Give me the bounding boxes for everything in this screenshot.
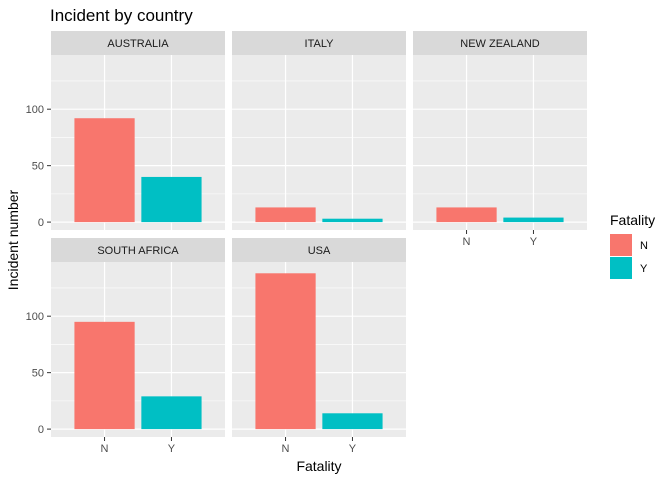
facet-strip xyxy=(232,31,406,55)
facet-strip xyxy=(413,31,587,55)
bar-n xyxy=(255,273,316,430)
legend-key-y xyxy=(610,257,632,279)
x-tick-label: N xyxy=(463,236,471,248)
bar-n xyxy=(74,321,135,430)
x-tick-label: Y xyxy=(349,443,357,455)
y-tick-label: 50 xyxy=(32,368,44,380)
bar-n xyxy=(255,207,316,223)
panel-background xyxy=(413,55,587,230)
facet-panel: ITALY xyxy=(232,31,406,230)
y-axis-title: Incident number xyxy=(5,189,21,290)
bar-y xyxy=(141,176,202,223)
facet-strip-label: SOUTH AFRICA xyxy=(97,245,179,257)
legend: Fatality NY xyxy=(610,212,655,279)
y-tick-label: 100 xyxy=(26,311,44,323)
bar-y xyxy=(322,413,383,430)
facet-strip-label: ITALY xyxy=(305,38,335,50)
legend-key-n xyxy=(610,234,632,256)
x-tick-label: N xyxy=(282,443,290,455)
bar-n xyxy=(436,207,497,223)
facet-strip xyxy=(232,238,406,262)
x-tick-label: N xyxy=(101,443,109,455)
y-tick-label: 0 xyxy=(38,424,44,436)
chart-title: Incident by country xyxy=(50,6,193,25)
bar-y xyxy=(503,217,564,223)
panel-background xyxy=(232,55,406,230)
x-tick-label: Y xyxy=(168,443,176,455)
facet-strip xyxy=(51,31,225,55)
y-tick-label: 100 xyxy=(26,104,44,116)
facet-strip xyxy=(51,238,225,262)
facet-strip-label: NEW ZEALAND xyxy=(460,38,540,50)
x-axis-title: Fatality xyxy=(296,458,341,474)
bar-n xyxy=(74,118,135,223)
x-tick-label: Y xyxy=(530,236,538,248)
legend-label: N xyxy=(640,240,648,252)
facet-panel: USA N Y xyxy=(232,238,406,455)
bar-y xyxy=(322,218,383,223)
facet-panel: AUSTRALIA 0 50 100 xyxy=(26,31,225,230)
facet-panel: NEW ZEALAND N Y xyxy=(413,31,587,248)
axis-titles: Fatality Incident number xyxy=(5,189,342,474)
y-tick-label: 50 xyxy=(32,161,44,173)
facet-panel: SOUTH AFRICA 0 50 100 N Y xyxy=(26,238,225,455)
bar-y xyxy=(141,396,202,430)
y-tick-label: 0 xyxy=(38,217,44,229)
facet-strip-label: USA xyxy=(308,245,331,257)
legend-label: Y xyxy=(640,263,648,275)
facet-strip-label: AUSTRALIA xyxy=(107,38,169,50)
legend-title: Fatality xyxy=(610,212,655,228)
